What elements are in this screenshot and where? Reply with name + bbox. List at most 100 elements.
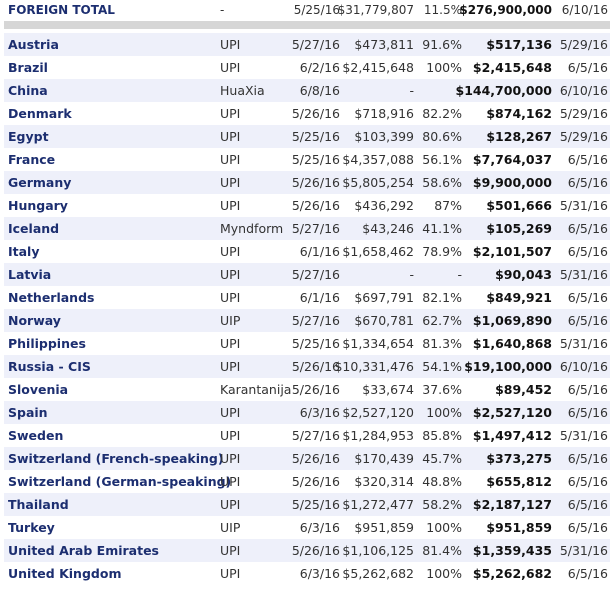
gross: $1,106,125 bbox=[342, 543, 414, 558]
distributor: UPI bbox=[220, 152, 241, 167]
percent: 91.6% bbox=[422, 37, 462, 52]
release-date: 5/26/16 bbox=[291, 359, 340, 374]
cumulative-gross: $373,275 bbox=[486, 451, 552, 466]
as-of-date: 6/5/16 bbox=[567, 566, 608, 581]
as-of-date: 6/5/16 bbox=[567, 244, 608, 259]
as-of-date: 6/5/16 bbox=[567, 152, 608, 167]
percent: 82.1% bbox=[422, 290, 462, 305]
release-date: 5/25/16 bbox=[291, 336, 340, 351]
cumulative-gross: $105,269 bbox=[486, 221, 552, 236]
table-row: Denmark UPI 5/26/16 $718,916 82.2% $874,162 5/… bbox=[4, 102, 610, 125]
country-name: Norway bbox=[8, 313, 61, 328]
cumulative-gross: $849,921 bbox=[486, 290, 552, 305]
percent: 41.1% bbox=[422, 221, 462, 236]
distributor: UPI bbox=[220, 336, 241, 351]
gross: $2,527,120 bbox=[342, 405, 414, 420]
country-name: United Arab Emirates bbox=[8, 543, 160, 558]
release-date: 6/1/16 bbox=[299, 290, 340, 305]
as-of-date: 6/10/16 bbox=[559, 359, 608, 374]
cumulative-gross: $1,069,890 bbox=[472, 313, 552, 328]
country-name: Slovenia bbox=[8, 382, 69, 397]
as-of-date: 6/10/16 bbox=[559, 83, 608, 98]
distributor: UPI bbox=[220, 106, 241, 121]
as-of-date: 5/29/16 bbox=[559, 129, 608, 144]
release-date: 6/3/16 bbox=[299, 566, 340, 581]
percent: 78.9% bbox=[422, 244, 462, 259]
cumulative-gross: $7,764,037 bbox=[472, 152, 552, 167]
gross: $2,415,648 bbox=[342, 60, 414, 75]
release-date: 5/25/16 bbox=[291, 129, 340, 144]
distributor: UPI bbox=[220, 566, 241, 581]
country-name: Hungary bbox=[8, 198, 68, 213]
distributor: UPI bbox=[220, 405, 241, 420]
as-of-date: 5/31/16 bbox=[559, 336, 608, 351]
total-release-date: 5/25/16 bbox=[293, 3, 340, 17]
release-date: 5/27/16 bbox=[291, 267, 340, 282]
cumulative-gross: $517,136 bbox=[486, 37, 552, 52]
cumulative-gross: $90,043 bbox=[495, 267, 552, 282]
cumulative-gross: $1,640,868 bbox=[472, 336, 552, 351]
gross: $1,334,654 bbox=[342, 336, 414, 351]
country-name: United Kingdom bbox=[8, 566, 122, 581]
gross: $4,357,088 bbox=[342, 152, 414, 167]
gross: $951,859 bbox=[354, 520, 414, 535]
distributor: UPI bbox=[220, 198, 241, 213]
release-date: 6/8/16 bbox=[299, 83, 340, 98]
release-date: 5/27/16 bbox=[291, 37, 340, 52]
distributor: UPI bbox=[220, 244, 241, 259]
cumulative-gross: $655,812 bbox=[486, 474, 552, 489]
release-date: 5/26/16 bbox=[291, 474, 340, 489]
country-name: Brazil bbox=[8, 60, 48, 75]
as-of-date: 5/31/16 bbox=[559, 198, 608, 213]
cumulative-gross: $1,497,412 bbox=[472, 428, 552, 443]
country-name: Germany bbox=[8, 175, 72, 190]
box-office-table: FOREIGN TOTAL - 5/25/16 $31,779,807 11.5… bbox=[4, 0, 610, 585]
distributor: UPI bbox=[220, 451, 241, 466]
as-of-date: 5/31/16 bbox=[559, 428, 608, 443]
percent: 56.1% bbox=[422, 152, 462, 167]
gross: $1,284,953 bbox=[342, 428, 414, 443]
table-row: Switzerland (German-speaking) UPI 5/26/16 $… bbox=[4, 470, 610, 493]
gross: $33,674 bbox=[362, 382, 414, 397]
cumulative-gross: $2,187,127 bbox=[472, 497, 552, 512]
as-of-date: 6/5/16 bbox=[567, 60, 608, 75]
gross: $670,781 bbox=[354, 313, 414, 328]
distributor: UPI bbox=[220, 129, 241, 144]
release-date: 5/26/16 bbox=[291, 451, 340, 466]
table-row: Philippines UPI 5/25/16 $1,334,654 81.3% $1,6… bbox=[4, 332, 610, 355]
percent: 45.7% bbox=[422, 451, 462, 466]
table-row: Turkey UIP 6/3/16 $951,859 100% $951,859 6/5/1… bbox=[4, 516, 610, 539]
cumulative-gross: $874,162 bbox=[486, 106, 552, 121]
foreign-total-row: FOREIGN TOTAL - 5/25/16 $31,779,807 11.5… bbox=[4, 0, 610, 21]
distributor: UPI bbox=[220, 37, 241, 52]
gross: - bbox=[409, 83, 414, 98]
percent: 100% bbox=[426, 405, 462, 420]
as-of-date: 6/5/16 bbox=[567, 175, 608, 190]
table-row: Netherlands UPI 6/1/16 $697,791 82.1% $849,92… bbox=[4, 286, 610, 309]
distributor: UPI bbox=[220, 474, 241, 489]
country-rows: Austria UPI 5/27/16 $473,811 91.6% $517,136 5/… bbox=[4, 33, 610, 585]
country-name: Turkey bbox=[8, 520, 55, 535]
percent: - bbox=[457, 83, 462, 98]
distributor: UIP bbox=[220, 313, 241, 328]
cumulative-gross: $501,666 bbox=[486, 198, 552, 213]
release-date: 5/26/16 bbox=[291, 175, 340, 190]
country-name: Denmark bbox=[8, 106, 72, 121]
release-date: 5/25/16 bbox=[291, 152, 340, 167]
country-name: France bbox=[8, 152, 56, 167]
total-gross: $31,779,807 bbox=[337, 3, 414, 17]
table-row: Thailand UPI 5/25/16 $1,272,477 58.2% $2,187,… bbox=[4, 493, 610, 516]
as-of-date: 5/29/16 bbox=[559, 106, 608, 121]
total-cumulative: $276,900,000 bbox=[459, 3, 552, 17]
distributor: UIP bbox=[220, 520, 241, 535]
cumulative-gross: $19,100,000 bbox=[464, 359, 552, 374]
release-date: 5/27/16 bbox=[291, 313, 340, 328]
as-of-date: 6/5/16 bbox=[567, 520, 608, 535]
distributor: UPI bbox=[220, 267, 241, 282]
table-row: Sweden UPI 5/27/16 $1,284,953 85.8% $1,497,41… bbox=[4, 424, 610, 447]
country-name: Netherlands bbox=[8, 290, 95, 305]
gross: $10,331,476 bbox=[334, 359, 414, 374]
percent: 62.7% bbox=[422, 313, 462, 328]
as-of-date: 6/5/16 bbox=[567, 405, 608, 420]
gross: $5,805,254 bbox=[342, 175, 414, 190]
